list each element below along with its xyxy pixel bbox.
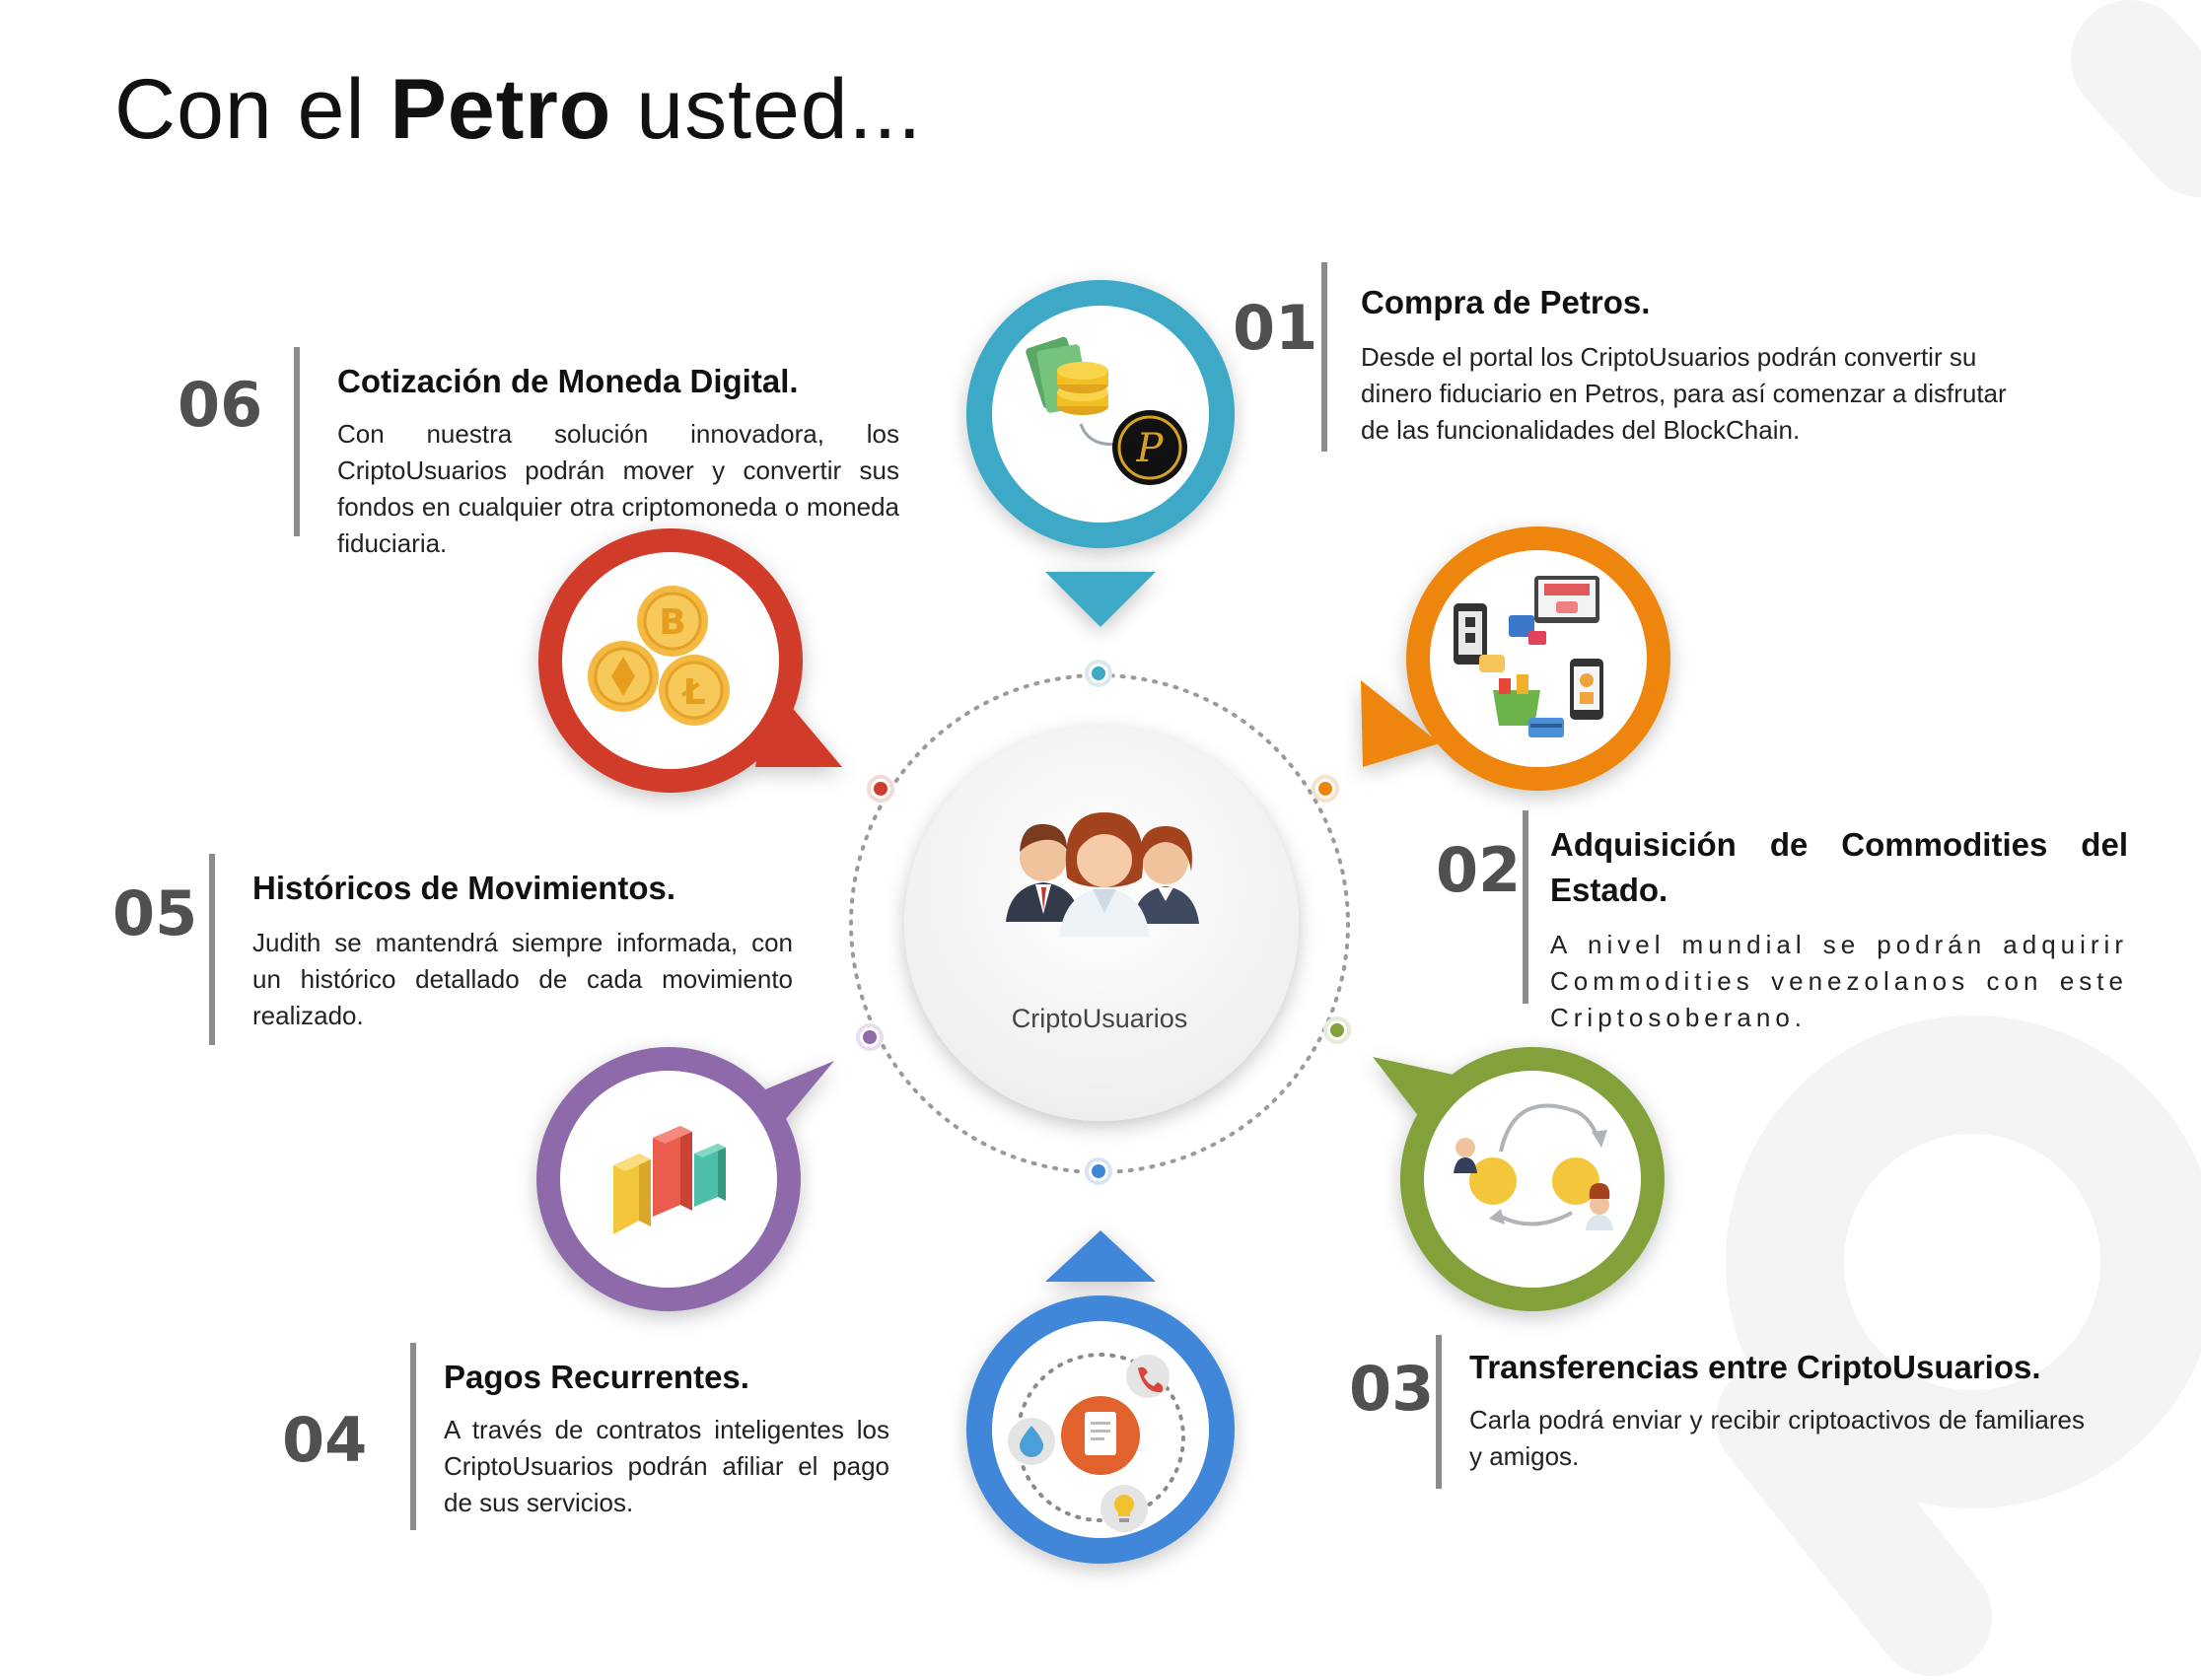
node-01 bbox=[966, 280, 1235, 627]
item-03-heading: Transferencias entre CriptoUsuarios. bbox=[1469, 1349, 2041, 1385]
item-01-number: 01 bbox=[1233, 292, 1318, 364]
crypto-coins-icon: B Ł bbox=[588, 586, 730, 726]
node-06 bbox=[538, 528, 842, 793]
item-03-divider bbox=[1436, 1335, 1442, 1489]
item-06-number: 06 bbox=[178, 369, 263, 441]
item-04-divider bbox=[410, 1343, 416, 1530]
item-02-heading: Adquisición de Commodities del Estado. bbox=[1550, 826, 2128, 908]
money-to-petro-icon: P bbox=[1026, 336, 1187, 485]
svg-text:P: P bbox=[1136, 426, 1165, 471]
item-02-number: 02 bbox=[1436, 834, 1522, 906]
item-04-heading: Pagos Recurrentes. bbox=[444, 1359, 749, 1395]
center-label: CriptoUsuarios bbox=[1011, 1004, 1188, 1033]
item-06-text: Con nuestra solución innovadora, los Cri… bbox=[337, 419, 899, 558]
coin-transfer-icon bbox=[1454, 1103, 1613, 1230]
users-group-icon bbox=[1006, 812, 1199, 937]
item-05-heading: Históricos de Movimientos. bbox=[252, 870, 676, 906]
bar-chart-icon bbox=[613, 1126, 726, 1234]
item-05-text: Judith se mantendrá siempre informada, c… bbox=[252, 928, 793, 1030]
item-02-text: A nivel mundial se podrán adquirir Commo… bbox=[1550, 930, 2128, 1032]
node-03 bbox=[1373, 1047, 1665, 1311]
item-05-number: 05 bbox=[112, 877, 198, 949]
item-02-divider bbox=[1523, 810, 1528, 1004]
item-04-number: 04 bbox=[282, 1404, 368, 1476]
svg-text:B: B bbox=[659, 602, 685, 643]
item-06-divider bbox=[294, 347, 300, 536]
services-contract-icon bbox=[1008, 1353, 1185, 1532]
item-06-heading: Cotización de Moneda Digital. bbox=[337, 363, 799, 399]
ecommerce-shopping-icon bbox=[1454, 576, 1603, 737]
item-03-text: Carla podrá enviar y recibir criptoactiv… bbox=[1469, 1405, 2085, 1471]
page-title: Con el Petro usted... bbox=[114, 62, 923, 157]
watermark bbox=[1716, 0, 2201, 1676]
item-01-text: Desde el portal los CriptoUsuarios podrá… bbox=[1361, 342, 2007, 445]
ring-dots bbox=[856, 660, 1351, 1185]
item-01-heading: Compra de Petros. bbox=[1361, 284, 1651, 320]
node-02 bbox=[1361, 526, 1670, 791]
svg-text:Ł: Ł bbox=[680, 672, 705, 713]
item-04-text: A través de contratos inteligentes los C… bbox=[444, 1415, 889, 1517]
item-03-number: 03 bbox=[1349, 1353, 1435, 1425]
item-01-divider bbox=[1321, 262, 1327, 452]
item-05-divider bbox=[209, 854, 215, 1045]
